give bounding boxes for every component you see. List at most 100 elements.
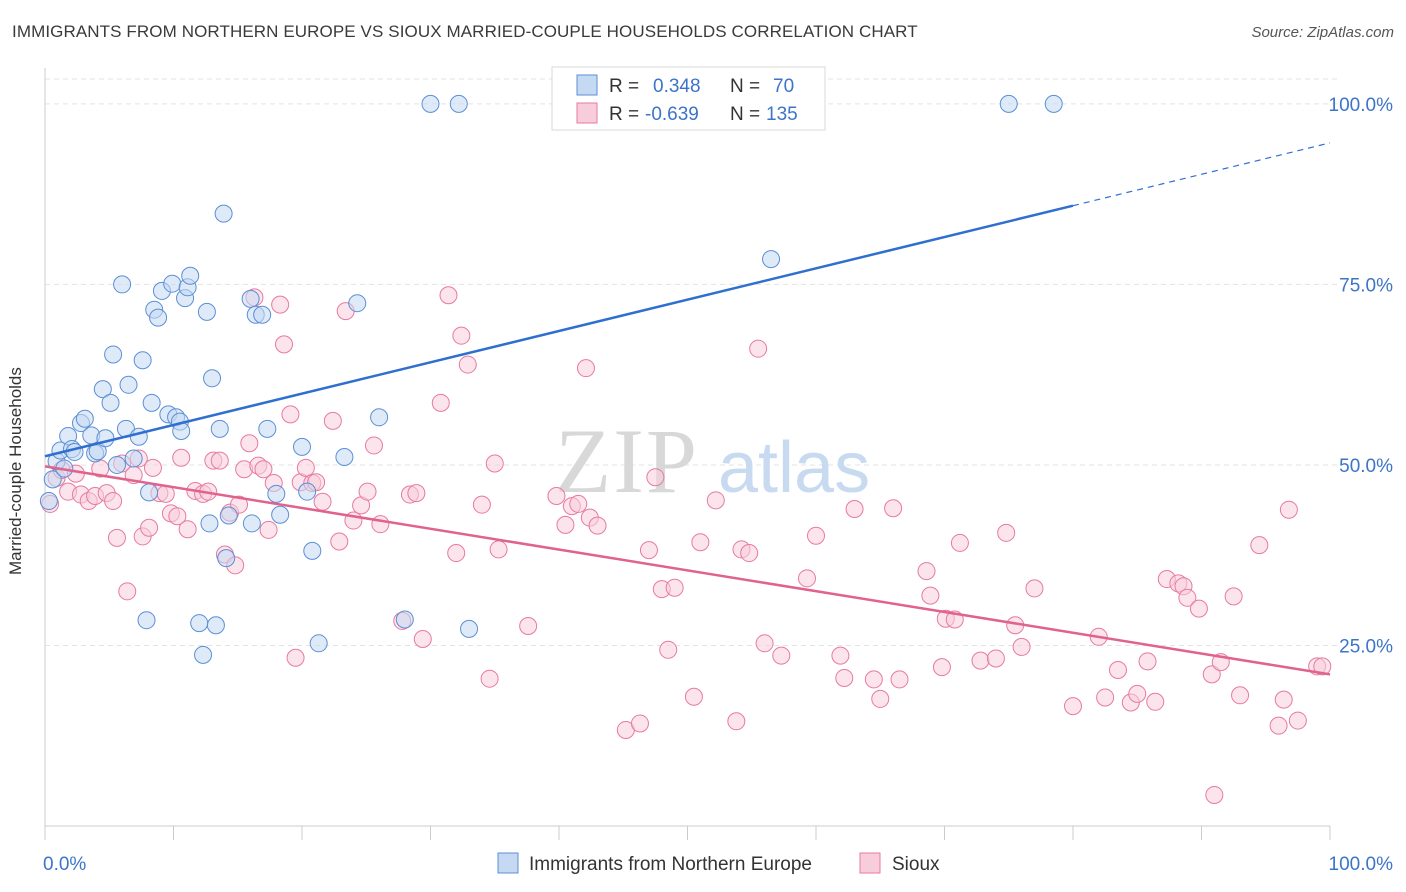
point-northern-europe xyxy=(348,294,367,313)
chart-source: Source: ZipAtlas.com xyxy=(1251,24,1394,41)
point-northern-europe xyxy=(39,492,58,511)
point-northern-europe xyxy=(194,645,213,664)
point-sioux xyxy=(684,687,703,706)
point-sioux xyxy=(286,648,305,667)
y-tick-label: 25.0% xyxy=(1339,636,1393,657)
legend-r-value-2: -0.639 xyxy=(645,104,699,125)
trend-line-sioux xyxy=(44,465,1331,676)
axes xyxy=(44,68,1331,840)
point-northern-europe xyxy=(370,408,389,427)
point-northern-europe xyxy=(253,305,272,324)
point-northern-europe xyxy=(335,447,354,466)
point-sioux xyxy=(864,670,883,689)
point-northern-europe xyxy=(293,437,311,456)
point-sioux xyxy=(178,520,197,539)
point-sioux xyxy=(706,491,725,510)
point-northern-europe xyxy=(217,549,236,568)
point-sioux xyxy=(772,646,791,665)
point-sioux xyxy=(210,451,229,470)
point-sioux xyxy=(313,492,332,511)
y-tick-label: 75.0% xyxy=(1339,275,1393,296)
point-sioux xyxy=(259,520,278,539)
point-sioux xyxy=(407,484,426,503)
watermark-atlas: atlas xyxy=(718,428,870,508)
point-sioux xyxy=(1202,665,1221,684)
point-northern-europe xyxy=(137,611,156,630)
point-northern-europe xyxy=(124,449,143,468)
point-northern-europe xyxy=(203,369,222,388)
point-sioux xyxy=(569,494,588,513)
point-northern-europe xyxy=(298,482,317,501)
point-sioux xyxy=(1178,588,1197,607)
point-sioux xyxy=(104,492,123,511)
point-sioux xyxy=(1025,579,1044,598)
point-northern-europe xyxy=(93,380,112,399)
point-sioux xyxy=(439,286,458,305)
point-sioux xyxy=(807,526,825,545)
point-sioux xyxy=(950,533,969,552)
point-northern-europe xyxy=(241,289,260,308)
point-sioux xyxy=(472,495,491,514)
point-sioux xyxy=(1269,716,1288,735)
point-sioux xyxy=(921,586,940,605)
point-northern-europe xyxy=(258,419,277,438)
point-northern-europe xyxy=(762,250,781,269)
point-sioux xyxy=(831,646,850,665)
series-northern-europe xyxy=(39,94,1063,664)
legend-swatch-blue xyxy=(576,74,598,96)
point-sioux xyxy=(275,335,294,354)
point-northern-europe xyxy=(142,393,161,412)
point-northern-europe xyxy=(214,204,233,223)
point-sioux xyxy=(1224,587,1243,606)
point-sioux xyxy=(691,533,710,552)
point-sioux xyxy=(140,518,159,537)
trend-line-northern-europe xyxy=(44,204,1074,458)
bottom-legend-label-blue: Immigrants from Northern Europe xyxy=(529,854,812,875)
y-tick-label: 50.0% xyxy=(1339,456,1393,477)
point-sioux xyxy=(452,326,471,345)
point-sioux xyxy=(1288,711,1307,730)
point-sioux xyxy=(749,339,768,358)
point-sioux xyxy=(358,482,377,501)
point-sioux xyxy=(884,499,903,518)
point-sioux xyxy=(639,541,658,560)
y-tick-label: 100.0% xyxy=(1329,95,1394,116)
point-sioux xyxy=(1205,785,1224,804)
point-sioux xyxy=(240,434,259,453)
point-sioux xyxy=(1064,697,1082,716)
point-northern-europe xyxy=(242,514,261,533)
legend-r-label-2: R = xyxy=(609,104,639,125)
point-sioux xyxy=(755,634,774,653)
point-northern-europe xyxy=(104,345,123,364)
point-northern-europe xyxy=(395,610,414,629)
legend-r-label-1: R = xyxy=(609,76,639,97)
point-sioux xyxy=(1012,637,1031,656)
point-northern-europe xyxy=(133,351,152,370)
point-northern-europe xyxy=(181,266,200,285)
legend-r-value-1: 0.348 xyxy=(653,76,701,97)
point-northern-europe xyxy=(210,419,229,438)
point-sioux xyxy=(932,658,951,677)
point-sioux xyxy=(519,616,538,635)
series-legend: Immigrants from Northern Europe Sioux xyxy=(497,852,940,875)
point-sioux xyxy=(1250,536,1269,555)
point-northern-europe xyxy=(163,274,182,293)
point-sioux xyxy=(281,405,300,424)
point-sioux xyxy=(740,544,759,563)
point-sioux xyxy=(413,629,432,648)
point-northern-europe xyxy=(107,455,126,474)
point-northern-europe xyxy=(1044,94,1063,113)
point-sioux xyxy=(727,712,746,731)
legend-n-value-1: 70 xyxy=(773,76,794,97)
legend-n-label-2: N = xyxy=(730,104,760,125)
point-sioux xyxy=(917,562,936,581)
point-sioux xyxy=(489,540,508,559)
point-northern-europe xyxy=(65,442,84,461)
point-northern-europe xyxy=(421,94,440,113)
tick-labels: 25.0% 50.0% 75.0% 100.0% 0.0% 100.0% xyxy=(43,95,1393,875)
point-sioux xyxy=(254,460,273,479)
point-northern-europe xyxy=(113,275,132,294)
point-sioux xyxy=(371,515,390,534)
point-sioux xyxy=(659,640,678,659)
point-sioux xyxy=(480,669,499,688)
